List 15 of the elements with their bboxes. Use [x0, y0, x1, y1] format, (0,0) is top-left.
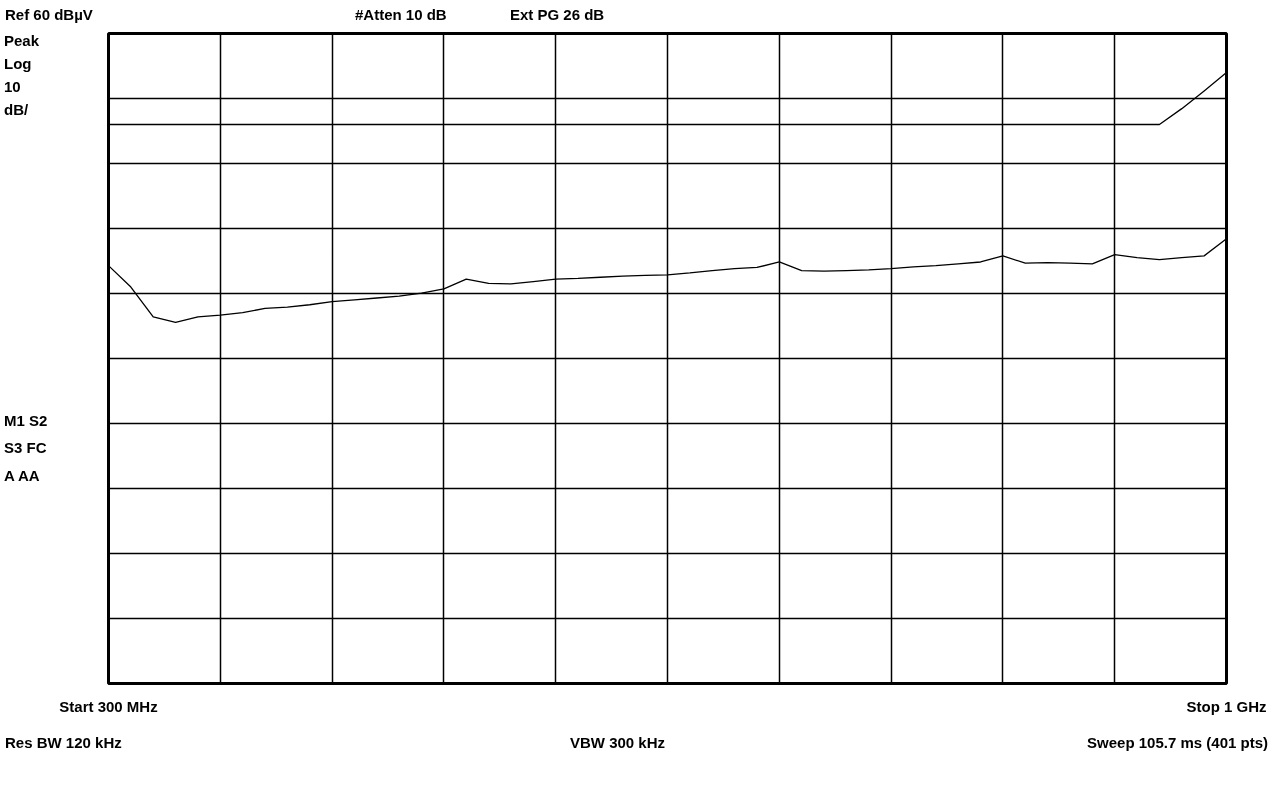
text: Ext PG 26 dB	[510, 5, 605, 25]
x-tick-label: Stop 1 GHz	[1186, 697, 1267, 715]
x-tick-label: Start 300 MHz	[59, 697, 158, 715]
text: #Atten 10 dB	[355, 5, 447, 25]
text: VBW 300 kHz	[570, 733, 666, 753]
text: 10	[4, 77, 21, 97]
text: dB/	[4, 100, 29, 120]
text: Sweep 105.7 ms (401 pts)	[1087, 733, 1268, 753]
text: M1 S2	[4, 411, 48, 431]
text: A AA	[4, 466, 40, 486]
text: Ref 60 dBµV	[5, 5, 93, 25]
text: Peak	[4, 31, 40, 51]
text: S3 FC	[4, 438, 47, 458]
text: Log	[4, 54, 32, 74]
text: Res BW 120 kHz	[5, 733, 122, 753]
